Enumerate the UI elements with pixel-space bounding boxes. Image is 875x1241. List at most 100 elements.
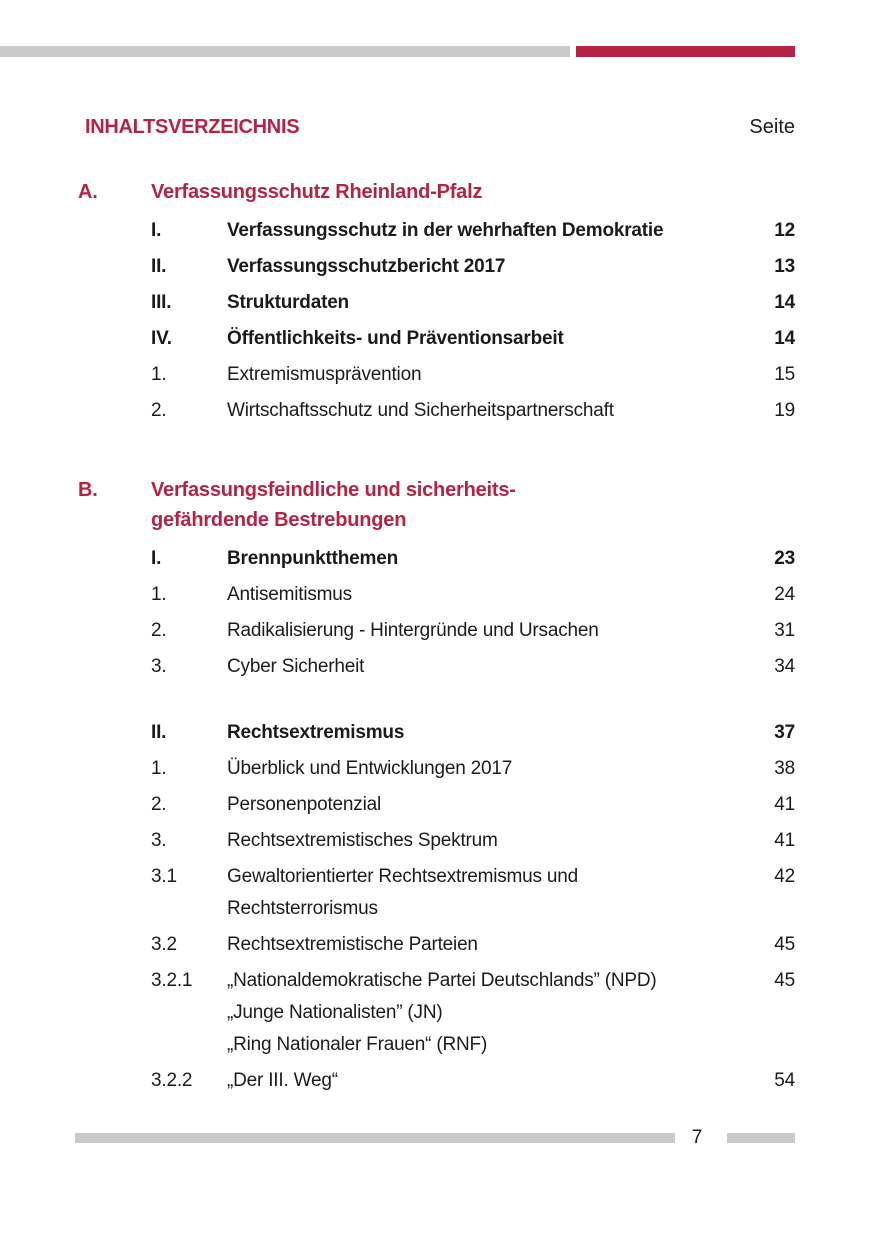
toc-entry: II. Rechtsextremismus 37: [78, 720, 795, 746]
section-title-line: gefährdende Bestrebungen: [151, 509, 407, 531]
entry-page: 14: [774, 328, 795, 349]
toc-entry: 3.2.1 „Nationaldemokratische Partei Deuts…: [78, 968, 795, 1058]
entry-title-line: Brennpunktthemen: [227, 548, 398, 569]
entry-title-line: Gewaltorientierter Rechtsextremismus und: [227, 866, 579, 887]
page-number: 7: [691, 1127, 703, 1148]
entry-title-line: Rechtsextremismus: [227, 722, 405, 743]
entry-number: 1.: [151, 758, 167, 779]
toc-entry: 2. Personenpotenzial 41: [78, 792, 795, 818]
page-title: INHALTSVERZEICHNIS: [85, 116, 300, 138]
entry-title: Rechtsextremismus: [227, 720, 735, 746]
entry-number: 2.: [151, 794, 167, 815]
entry-title-line: Rechtsterrorismus: [227, 898, 378, 919]
entry-title: Verfassungsschutz in der wehrhaften Demo…: [227, 218, 735, 244]
toc-section-header: B. Verfassungsfeindliche und sicherheits-…: [78, 475, 795, 535]
entry-title-line: Antisemitismus: [227, 584, 352, 605]
section-title-line: Verfassungsschutz Rheinland-Pfalz: [151, 181, 483, 203]
entry-page: 23: [774, 548, 795, 569]
toc-header: INHALTSVERZEICHNIS Seite: [85, 114, 795, 140]
entry-number: 3.2.2: [151, 1070, 193, 1091]
entry-page: 38: [774, 758, 795, 779]
top-rule-accent: [576, 46, 795, 57]
entry-title: Extremismusprävention: [227, 362, 735, 388]
toc-entry: II. Verfassungsschutzbericht 2017 13: [78, 254, 795, 280]
entry-page: 13: [774, 256, 795, 277]
entry-title: Personenpotenzial: [227, 792, 735, 818]
entry-title: Gewaltorientierter Rechtsextremismus und…: [227, 864, 735, 922]
toc-entry: 1. Antisemitismus 24: [78, 582, 795, 608]
entry-title: Antisemitismus: [227, 582, 735, 608]
toc-entry: 3.2.2 „Der III. Weg“ 54: [78, 1068, 795, 1094]
entry-title: „Der III. Weg“: [227, 1068, 735, 1094]
entry-title-line: Verfassungsschutz in der wehrhaften Demo…: [227, 220, 664, 241]
entry-title-line: Radikalisierung - Hintergründe und Ursac…: [227, 620, 599, 641]
entry-page: 12: [774, 220, 795, 241]
toc-entry: 2. Radikalisierung - Hintergründe und Urs…: [78, 618, 795, 644]
section-title-line: Verfassungsfeindliche und sicherheits-: [151, 479, 516, 501]
footer-rule-right: [727, 1133, 795, 1143]
entry-title: Überblick und Entwicklungen 2017: [227, 756, 735, 782]
entry-number: 2.: [151, 400, 167, 421]
toc-entry: 2. Wirtschaftsschutz und Sicherheitspartn…: [78, 398, 795, 424]
entry-number: 3.1: [151, 866, 177, 887]
entry-number: 3.: [151, 830, 167, 851]
toc-section-a: A. Verfassungsschutz Rheinland-Pfalz I. Ver…: [78, 177, 795, 424]
footer-rule-left: [75, 1133, 675, 1143]
entry-page: 19: [774, 400, 795, 421]
toc-entry: IV. Öffentlichkeits- und Präventionsarbei…: [78, 326, 795, 352]
top-rule-gray: [0, 46, 570, 57]
entry-page: 24: [774, 584, 795, 605]
entry-number: III.: [151, 292, 172, 313]
entry-title: Cyber Sicherheit: [227, 654, 735, 680]
entry-title-line: Extremismusprävention: [227, 364, 422, 385]
toc-entry: 1. Extremismusprävention 15: [78, 362, 795, 388]
toc-entry: 3. Rechtsextremistisches Spektrum 41: [78, 828, 795, 854]
entry-page: 41: [774, 794, 795, 815]
entry-title-line: „Der III. Weg“: [227, 1070, 338, 1091]
entry-title: Verfassungsschutzbericht 2017: [227, 254, 735, 280]
entry-title-line: „Nationaldemokratische Partei Deutschlan…: [227, 970, 657, 991]
entry-number: 3.2: [151, 934, 177, 955]
entry-title: „Nationaldemokratische Partei Deutschlan…: [227, 968, 735, 1058]
toc-entry: I. Brennpunktthemen 23: [78, 546, 795, 572]
entry-title-line: „Junge Nationalisten” (JN): [227, 1002, 443, 1023]
section-letter: A.: [78, 181, 98, 203]
entry-page: 54: [774, 1070, 795, 1091]
entry-number: 2.: [151, 620, 167, 641]
entry-title: Rechtsextremistisches Spektrum: [227, 828, 735, 854]
section-title: Verfassungsschutz Rheinland-Pfalz: [151, 177, 795, 207]
entry-title-line: Verfassungsschutzbericht 2017: [227, 256, 506, 277]
entry-title-line: Überblick und Entwicklungen 2017: [227, 758, 513, 779]
entry-page: 45: [774, 970, 795, 991]
entry-number: 1.: [151, 364, 167, 385]
entry-title-line: Cyber Sicherheit: [227, 656, 365, 677]
entry-number: II.: [151, 256, 167, 277]
toc-entry: 3.2 Rechtsextremistische Parteien 45: [78, 932, 795, 958]
entry-number: II.: [151, 722, 167, 743]
entry-title: Öffentlichkeits- und Präventionsarbeit: [227, 326, 735, 352]
entry-number: 3.: [151, 656, 167, 677]
toc-section-header: A. Verfassungsschutz Rheinland-Pfalz: [78, 177, 795, 207]
entry-number: 1.: [151, 584, 167, 605]
entry-page: 31: [774, 620, 795, 641]
entry-title-line: Personenpotenzial: [227, 794, 381, 815]
toc-entry: 3.1 Gewaltorientierter Rechtsextremismus …: [78, 864, 795, 922]
entry-title-line: „Ring Nationaler Frauen“ (RNF): [227, 1034, 488, 1055]
entry-number: IV.: [151, 328, 172, 349]
toc-entry: I. Verfassungsschutz in der wehrhaften De…: [78, 218, 795, 244]
section-letter: B.: [78, 479, 98, 501]
toc-entry: III. Strukturdaten 14: [78, 290, 795, 316]
entry-title: Strukturdaten: [227, 290, 735, 316]
toc-section-b: B. Verfassungsfeindliche und sicherheits-…: [78, 475, 795, 1094]
entry-title-line: Rechtsextremistische Parteien: [227, 934, 478, 955]
entry-title-line: Rechtsextremistisches Spektrum: [227, 830, 498, 851]
entry-title: Rechtsextremistische Parteien: [227, 932, 735, 958]
entry-title: Brennpunktthemen: [227, 546, 735, 572]
entry-page: 41: [774, 830, 795, 851]
entry-title: Radikalisierung - Hintergründe und Ursac…: [227, 618, 735, 644]
entry-title-line: Strukturdaten: [227, 292, 349, 313]
toc-entry: 3. Cyber Sicherheit 34: [78, 654, 795, 680]
entry-number: I.: [151, 220, 162, 241]
entry-page: 34: [774, 656, 795, 677]
